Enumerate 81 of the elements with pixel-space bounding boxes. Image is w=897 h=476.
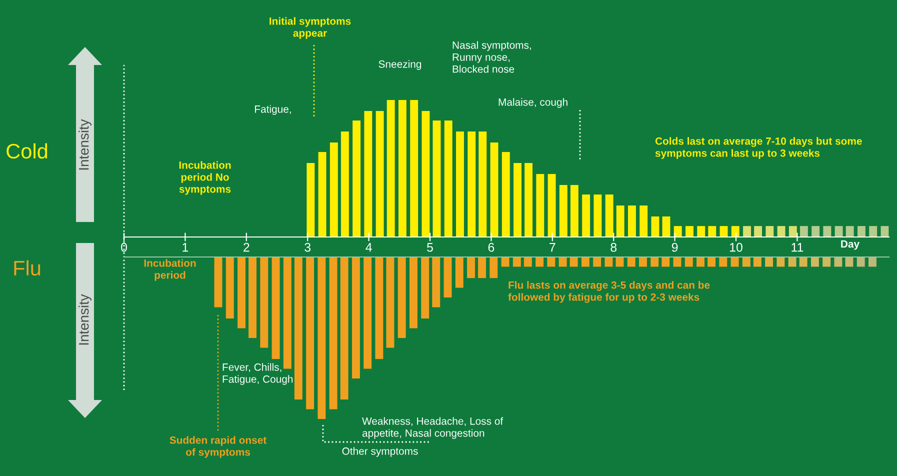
bar xyxy=(548,174,556,237)
bar xyxy=(628,205,636,237)
x-tick-label: 9 xyxy=(672,242,678,252)
bar xyxy=(318,152,326,237)
annotation: Flu lasts on average 3-5 days and can be followed by fatigue for up to 2-3 weeks xyxy=(508,281,710,303)
text: Cold xyxy=(6,143,48,159)
bar xyxy=(376,110,384,237)
bar xyxy=(743,226,751,237)
x-tick-label: 6 xyxy=(488,242,494,252)
bar xyxy=(605,194,614,237)
bar xyxy=(490,142,498,237)
bar xyxy=(708,226,716,237)
bar xyxy=(697,226,706,237)
bar xyxy=(570,184,578,237)
bar xyxy=(731,226,740,237)
annotation: Incubation period xyxy=(144,259,196,281)
bar xyxy=(720,226,728,237)
text: Flu xyxy=(14,260,40,276)
text: Sudden rapid onset of symptoms xyxy=(170,436,266,458)
text: Nasal symptoms, Runny nose, Blocked nose xyxy=(452,41,531,73)
bar xyxy=(502,152,510,237)
bar xyxy=(340,132,349,237)
bar xyxy=(640,205,648,237)
bar xyxy=(478,132,487,237)
annotation: Incubation period No symptoms xyxy=(179,161,231,195)
text: Intensity xyxy=(78,119,92,170)
bar xyxy=(410,100,418,237)
bar xyxy=(766,226,774,237)
bar xyxy=(536,174,544,237)
x-tick-label: 11 xyxy=(792,243,804,252)
bar xyxy=(777,226,786,237)
bar xyxy=(386,100,395,237)
bar xyxy=(846,226,854,237)
bar xyxy=(834,226,843,237)
bar xyxy=(398,100,406,237)
bar xyxy=(422,110,430,237)
bar xyxy=(823,226,832,237)
bar xyxy=(514,163,522,237)
x-tick-label: 10 xyxy=(730,242,742,252)
x-tick-label: 1 xyxy=(182,243,188,252)
text: Intensity xyxy=(78,294,92,345)
bar xyxy=(559,184,568,237)
bar xyxy=(456,132,464,237)
bar xyxy=(594,194,602,237)
bar xyxy=(686,226,694,237)
text: Other symptoms xyxy=(342,447,418,457)
bar xyxy=(432,120,441,237)
x-tick-label: 8 xyxy=(610,242,617,252)
bar xyxy=(857,226,866,237)
bar xyxy=(674,226,682,237)
bar xyxy=(306,163,315,237)
annotation: Malaise, cough xyxy=(498,98,568,108)
bar xyxy=(468,132,476,237)
bar xyxy=(651,216,660,237)
bar xyxy=(582,194,590,237)
bar xyxy=(352,120,361,237)
bar xyxy=(616,205,624,237)
bar xyxy=(869,226,878,237)
x-tick-label: 3 xyxy=(304,242,311,252)
x-tick-label: 5 xyxy=(427,243,433,252)
bar xyxy=(754,226,762,237)
bar xyxy=(444,120,452,237)
text: Sneezing xyxy=(378,60,422,70)
bar xyxy=(800,226,808,237)
bar xyxy=(788,226,797,237)
annotation: Weakness, Headache, Loss of appetite, Nasal congestion xyxy=(362,417,504,439)
bar xyxy=(662,216,670,237)
annotation: Colds last on average 7-10 days but some symptoms can last up to 3 weeks xyxy=(655,137,862,159)
bar xyxy=(364,110,372,237)
bar xyxy=(330,142,338,237)
x-tick-label: 7 xyxy=(550,243,556,252)
x-tick-label: 2 xyxy=(244,242,250,252)
annotation: Fatigue, xyxy=(255,105,291,115)
x-axis-title: Day xyxy=(841,240,860,250)
text: Initial symptoms appear xyxy=(270,17,351,39)
bar xyxy=(880,226,889,237)
bar xyxy=(812,226,820,237)
x-tick-label: 0 xyxy=(121,242,127,252)
annotation: Fever, Chills, Fatigue, Cough xyxy=(222,363,293,385)
x-tick-label: 4 xyxy=(366,243,372,252)
bar xyxy=(524,163,533,237)
